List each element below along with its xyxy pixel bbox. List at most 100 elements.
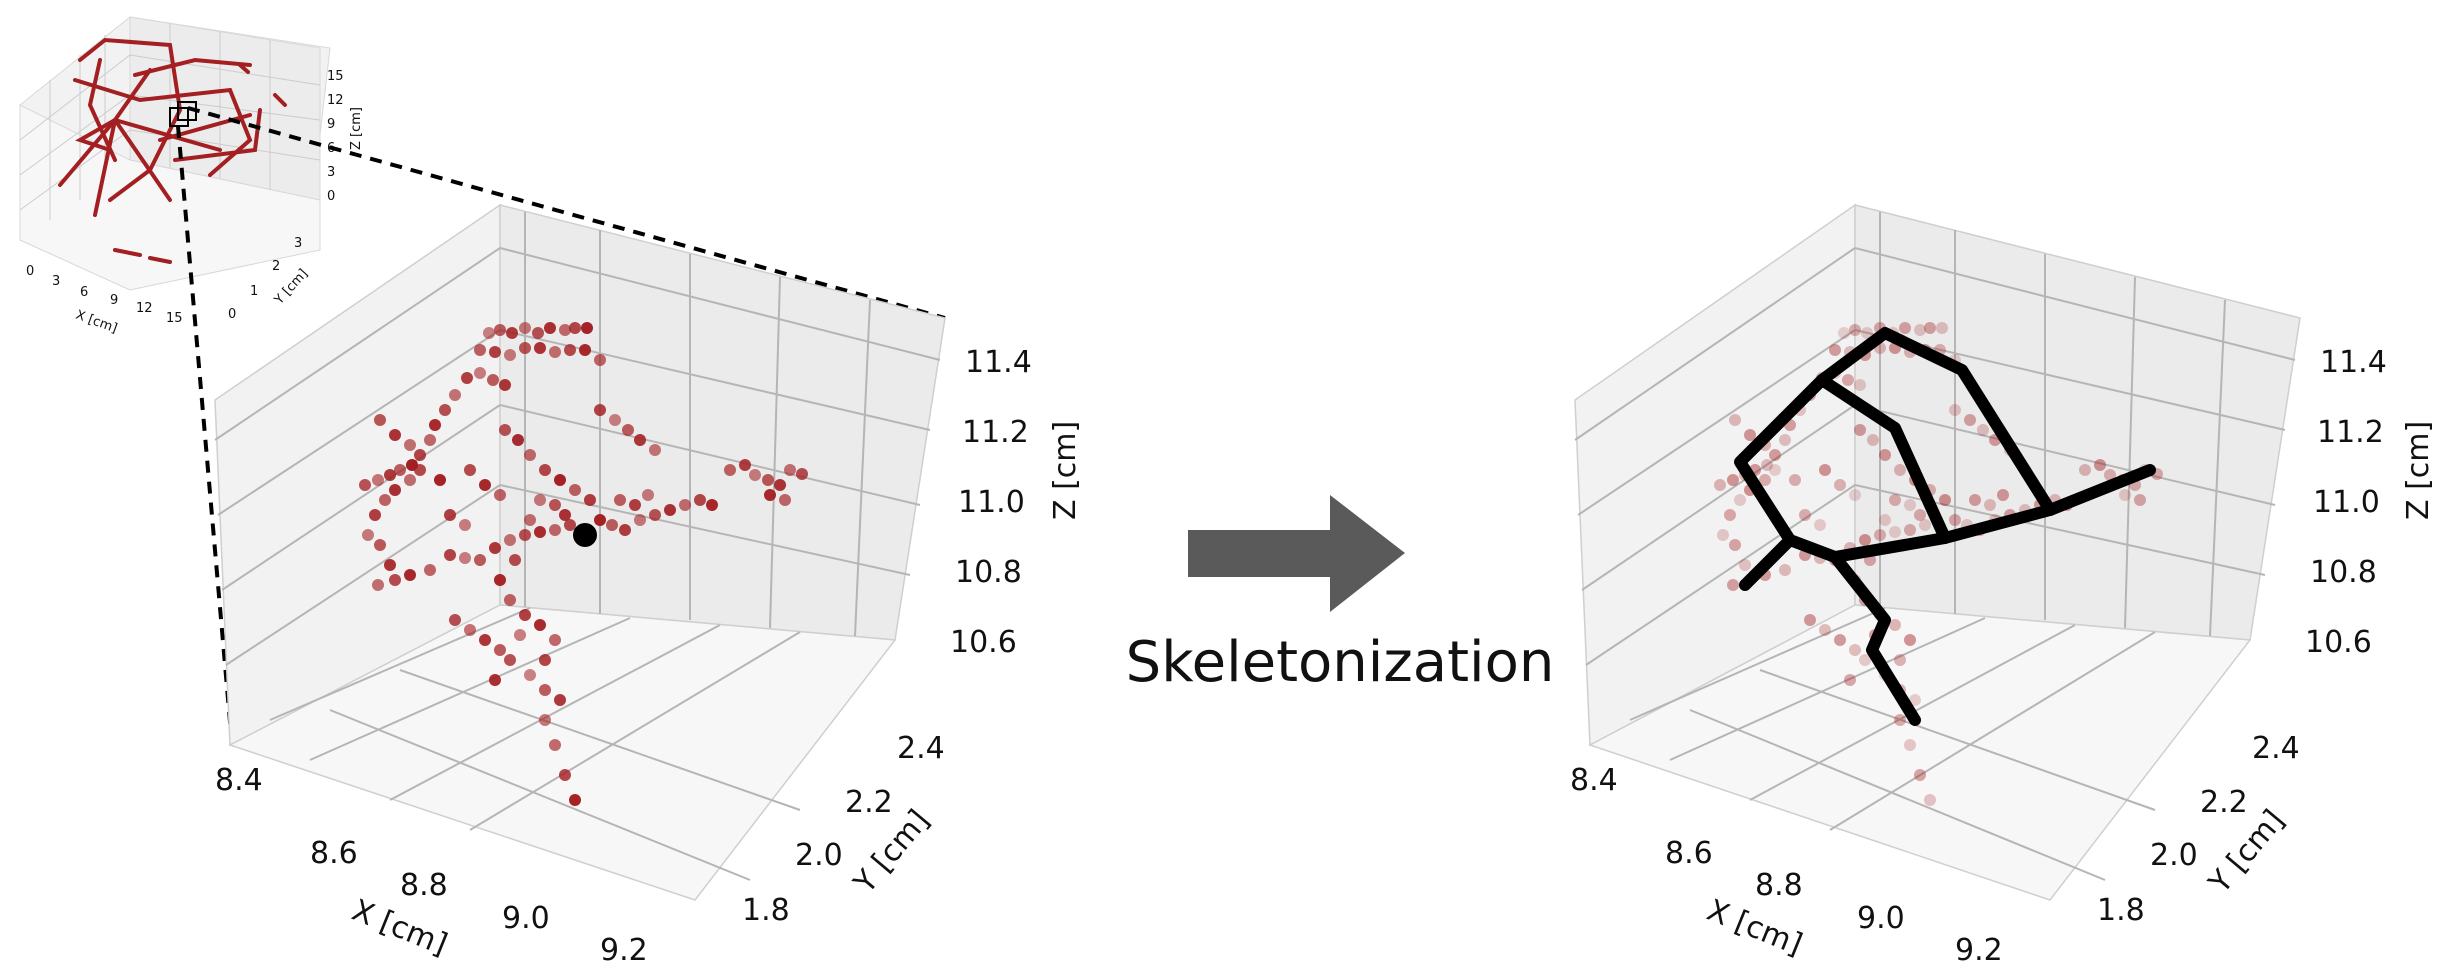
point-cloud-point: [449, 614, 461, 626]
point-cloud-point: [1727, 474, 1739, 486]
point-cloud-point: [1861, 327, 1873, 339]
overview-xtick: 6: [80, 285, 88, 300]
skeleton-branch: [1784, 504, 2056, 563]
point-cloud-point: [606, 519, 618, 531]
left-side-pane: [499, 204, 946, 641]
point-cloud-point: [479, 634, 491, 646]
point-cloud-point: [629, 499, 641, 511]
point-cloud-point: [554, 474, 566, 486]
point-cloud-point: [1734, 494, 1746, 506]
point-cloud-point: [1849, 324, 1861, 336]
overview-ztick: 0: [327, 189, 335, 204]
point-cloud-point: [524, 449, 536, 461]
overview-ticks: 0 3 6 9 12 15 0 1 2 3 0 3 6 9 12 15 X [c…: [26, 69, 364, 336]
point-cloud-point: [609, 414, 621, 426]
left-ytick: 1.8: [742, 893, 790, 928]
left-floor-pane: [228, 604, 897, 901]
right-side-pane: [1854, 204, 2301, 641]
point-cloud-point: [2094, 459, 2106, 471]
point-cloud-point: [549, 499, 561, 511]
point-cloud-point: [504, 349, 516, 361]
overview-xtick: 12: [136, 301, 153, 316]
point-cloud-point: [539, 654, 551, 666]
point-cloud-point: [594, 404, 606, 416]
point-cloud-point: [1977, 424, 1989, 436]
overview-ytick: 1: [250, 284, 258, 299]
point-cloud-point: [499, 379, 511, 391]
overview-xtick: 9: [110, 293, 118, 308]
point-cloud-point: [1717, 529, 1729, 541]
left-ztick: 10.6: [950, 625, 1017, 660]
point-cloud-point: [554, 694, 566, 706]
overview-xtick: 15: [166, 311, 183, 326]
point-cloud-point: [634, 514, 646, 526]
point-cloud-point: [489, 674, 501, 686]
right-x-label: X [cm]: [1702, 893, 1807, 963]
point-cloud-point: [549, 634, 561, 646]
point-cloud-point: [549, 524, 561, 536]
point-cloud-point: [1759, 474, 1771, 486]
right-ytick: 2.0: [2150, 838, 2198, 873]
point-cloud-point: [524, 669, 536, 681]
point-cloud-point: [559, 509, 571, 521]
point-cloud-point: [1849, 644, 1861, 656]
point-cloud-point: [1799, 509, 1811, 521]
point-cloud-point: [1939, 494, 1951, 506]
point-cloud-point: [649, 444, 661, 456]
point-cloud-point: [1834, 479, 1846, 491]
overview-ztick: 9: [327, 117, 335, 132]
point-cloud-point: [1859, 654, 1871, 666]
point-cloud-point: [519, 342, 531, 354]
left-point-cloud: [359, 322, 808, 806]
point-cloud-point: [784, 464, 796, 476]
point-cloud-point: [614, 494, 626, 506]
point-cloud-point: [664, 504, 676, 516]
point-cloud-point: [1744, 429, 1756, 441]
point-cloud-point: [1729, 539, 1741, 551]
left-ztick: 11.4: [965, 345, 1032, 380]
point-cloud-point: [619, 524, 631, 536]
left-xtick: 8.4: [215, 763, 263, 798]
left-ytick: 2.0: [795, 838, 843, 873]
right-xtick: 8.8: [1755, 868, 1803, 903]
left-ytick: 2.2: [845, 785, 893, 820]
point-cloud-point: [1879, 514, 1891, 526]
left-z-label: Z [cm]: [1048, 421, 1083, 520]
right-ytick: 2.2: [2200, 785, 2248, 820]
left-grid: [214, 212, 941, 881]
point-cloud-point: [642, 489, 654, 501]
right-ztick: 11.0: [2313, 485, 2380, 520]
point-cloud-point: [796, 468, 808, 480]
right-xtick: 9.2: [1955, 933, 2003, 968]
point-cloud-point: [569, 794, 581, 806]
left-ztick: 10.8: [955, 555, 1022, 590]
point-cloud-point: [394, 464, 406, 476]
point-cloud-point: [2119, 489, 2131, 501]
zoom-connectors: [176, 106, 946, 746]
point-cloud-point: [474, 344, 486, 356]
point-cloud-point: [559, 769, 571, 781]
point-cloud-point: [1849, 489, 1861, 501]
point-cloud-point: [444, 509, 456, 521]
point-cloud-point: [534, 619, 546, 631]
point-cloud-point: [483, 327, 495, 339]
point-cloud-point: [1761, 459, 1773, 471]
point-cloud-point: [1894, 464, 1906, 476]
point-cloud-point: [1769, 449, 1781, 461]
point-cloud-point: [404, 439, 416, 451]
point-cloud-point: [414, 464, 426, 476]
overview-ytick: 3: [294, 236, 302, 251]
point-cloud-point: [359, 479, 371, 491]
point-cloud-point: [372, 474, 384, 486]
point-cloud-point: [764, 489, 776, 501]
point-cloud-point: [404, 474, 416, 486]
point-cloud-point: [494, 489, 506, 501]
left-xtick: 8.8: [400, 868, 448, 903]
point-cloud-point: [534, 342, 546, 354]
point-cloud-point: [1867, 434, 1879, 446]
point-cloud-point: [569, 484, 581, 496]
point-cloud-point: [634, 434, 646, 446]
point-cloud-point: [1819, 624, 1831, 636]
point-cloud-point: [519, 322, 531, 334]
